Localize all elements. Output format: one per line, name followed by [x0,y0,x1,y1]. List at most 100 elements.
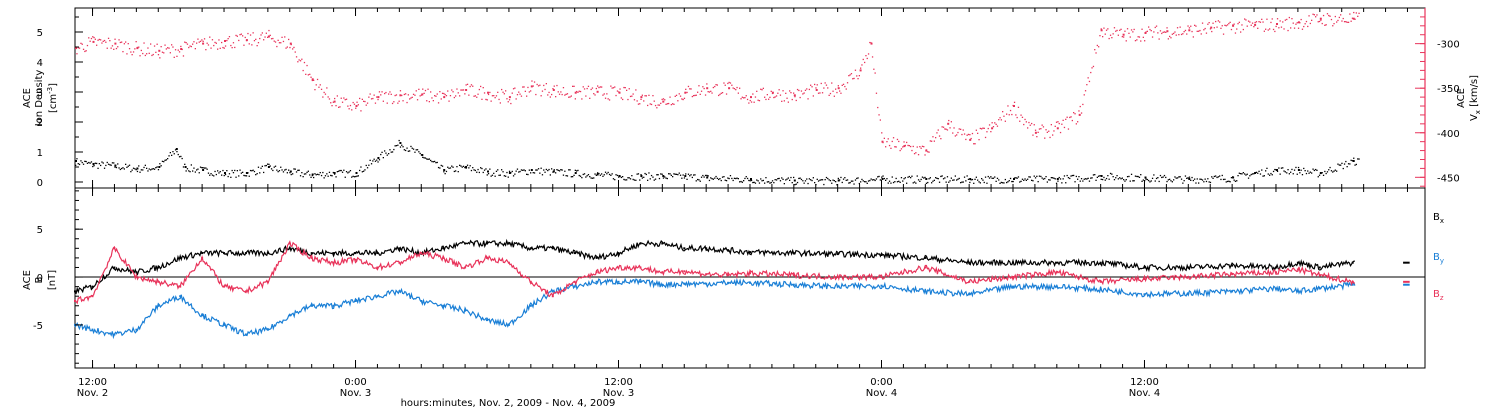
vx-sample [879,119,881,121]
density-sample [990,176,992,178]
density-sample [827,177,829,180]
density-sample [1098,175,1100,177]
vx-sample [579,90,582,93]
density-point [969,178,972,180]
by-point [288,314,291,317]
by-point [683,282,686,285]
vx-sample [587,85,590,87]
density-sample [508,170,511,172]
density-sample [891,176,893,178]
vx-point [596,90,599,93]
vx-sample [1112,33,1114,35]
density-sample [1171,181,1173,183]
density-sample [1108,178,1110,180]
density-sample [622,176,624,178]
vx-sample [351,109,353,111]
vx-sample [620,97,622,99]
density-sample [1258,170,1260,172]
vx-sample [971,132,974,135]
vx-point [487,91,489,94]
vx-sample [288,38,290,41]
by-point [836,285,839,288]
density-sample [624,179,626,181]
by-point [573,285,576,288]
vx-sample [569,96,571,98]
density-sample [223,174,225,177]
vx-sample [261,32,263,34]
density-sample [1080,178,1083,180]
density-sample [1042,178,1045,180]
density-sample [1075,175,1077,178]
density-sample [1288,173,1290,175]
vx-sample [242,35,244,37]
vx-sample [825,84,828,86]
bx-point [310,252,313,255]
vx-sample [123,43,125,45]
velocity-label-line-1: ACE [1456,88,1467,108]
vx-sample [447,90,449,92]
vx-sample [340,97,342,99]
density-sample [954,175,956,177]
vx-sample [643,100,645,102]
density-sample [243,174,245,177]
vx-sample [430,91,432,93]
vx-sample [130,51,132,53]
vx-sample [1004,120,1006,122]
density-point [596,173,599,176]
vx-sample [1317,21,1319,23]
density-sample [1220,178,1222,181]
density-sample [831,182,833,184]
by-point [792,283,795,286]
vx-sample [1232,24,1234,26]
density-sample [1278,167,1280,169]
density-sample [1169,178,1171,180]
vx-sample [533,81,536,83]
vx-sample [194,48,196,50]
density-sample [749,180,751,182]
density-sample [886,178,888,180]
density-sample [272,169,274,172]
density-sample [210,173,212,175]
by-point [1143,293,1146,296]
vx-sample [1328,14,1330,17]
vx-sample [209,36,211,38]
density-sample [1088,180,1091,182]
vx-sample [1180,33,1183,36]
density-sample [481,167,483,170]
vx-sample [1078,110,1080,112]
density-sample [670,174,672,176]
density-sample [654,178,657,180]
density-sample [397,144,399,146]
vx-sample [1341,20,1343,22]
vx-sample [910,145,912,148]
vx-sample [995,123,997,125]
density-sample [199,166,202,168]
density-sample [186,168,189,170]
density-sample [761,180,763,182]
density-sample [1142,179,1144,181]
density-sample [741,181,743,183]
density-sample [506,171,508,174]
by-point [91,328,94,331]
vx-sample [920,147,922,149]
vx-sample [1167,38,1169,40]
density-sample [1186,177,1188,179]
vx-sample [1138,36,1141,38]
density-sample [658,177,661,180]
bx-point [179,256,182,259]
density-sample [796,181,799,184]
vx-sample [397,102,399,104]
vx-sample [352,101,354,104]
density-sample [1083,178,1085,180]
vx-point [640,96,643,99]
density-sample [595,174,597,176]
density-sample [476,171,478,173]
bx-point [486,242,488,245]
density-sample [361,171,363,173]
vx-point [947,122,950,125]
vx-sample [857,78,859,80]
density-sample [581,177,583,179]
density-sample [662,177,665,179]
vx-sample [301,58,303,60]
density-sample [313,176,315,179]
